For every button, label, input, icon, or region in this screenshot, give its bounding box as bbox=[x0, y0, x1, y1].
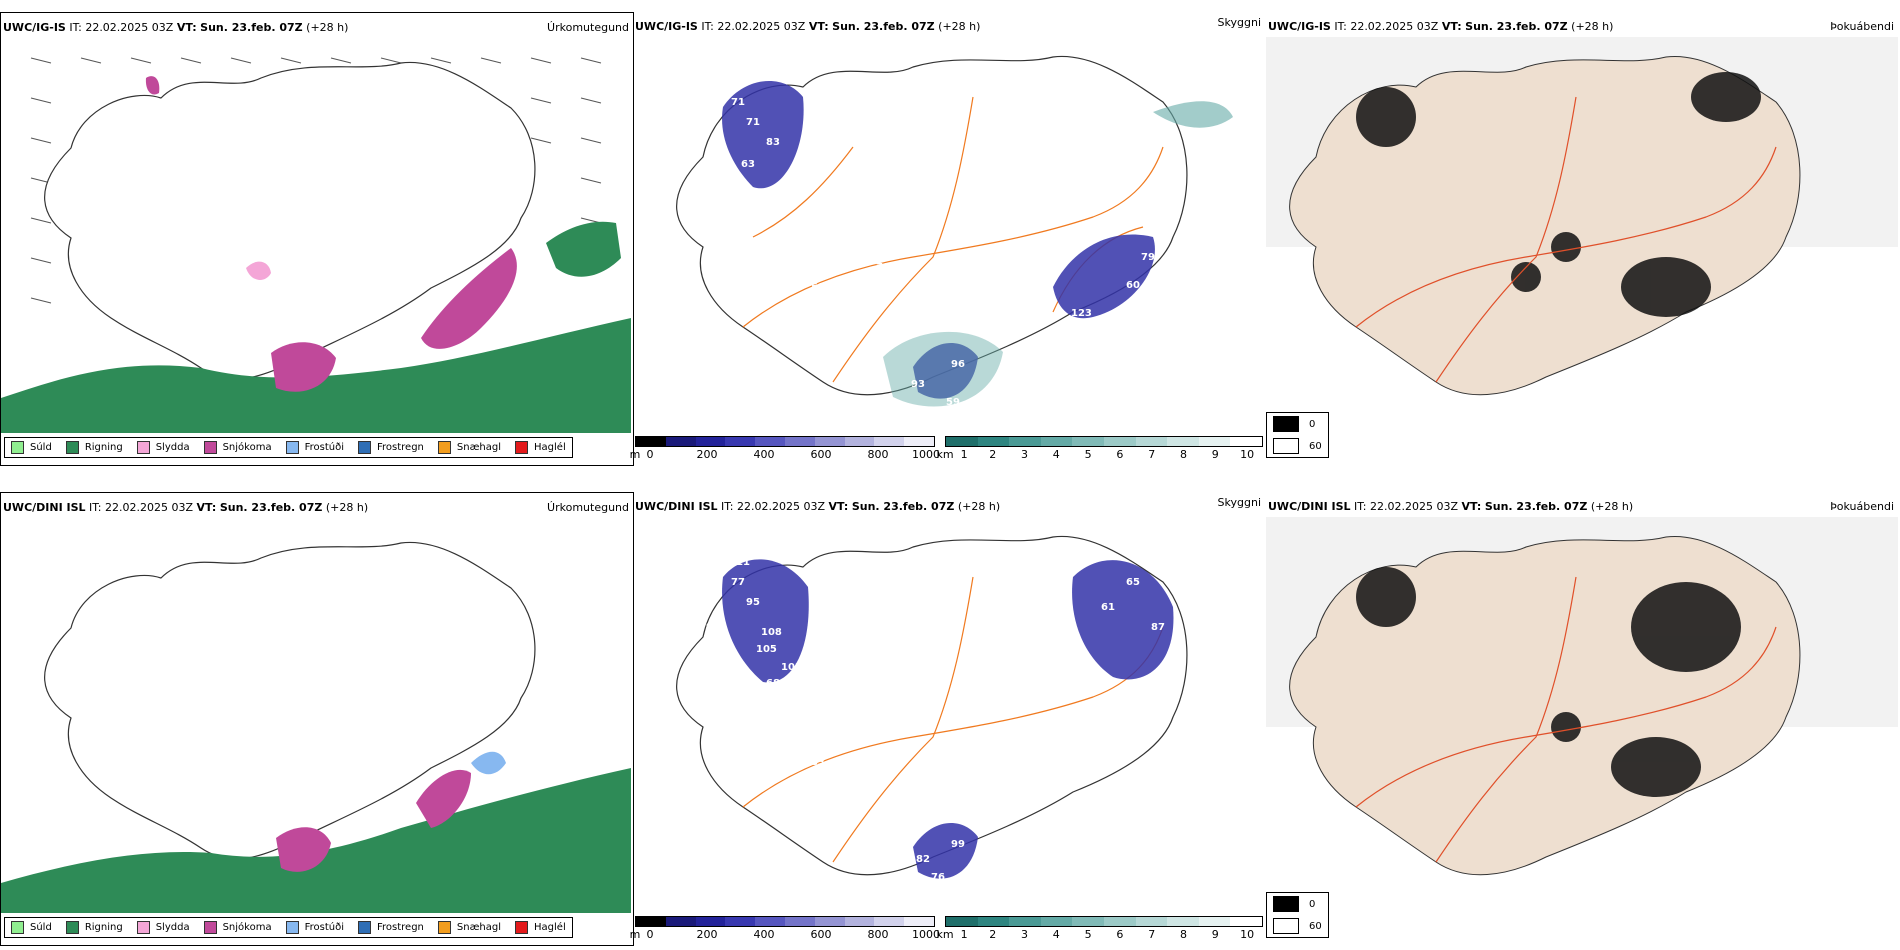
iceland-outline bbox=[44, 541, 536, 860]
legend-swatch bbox=[358, 441, 371, 454]
header-1: UWC/IG-IS IT: 22.02.2025 03Z VT: Sun. 23… bbox=[3, 21, 348, 34]
legend-item: Frostregn bbox=[358, 441, 424, 454]
legend-item: Haglél bbox=[515, 441, 566, 454]
fog-legend-2: 0 60 bbox=[1266, 892, 1329, 938]
snow-area-1 bbox=[271, 342, 336, 392]
rain-area-east bbox=[546, 221, 621, 277]
precip-legend-1: Súld Rigning Slydda Snjókoma Frostúði Fr… bbox=[4, 437, 573, 458]
fog-road-network bbox=[1355, 576, 1777, 863]
legend-item: Súld bbox=[11, 441, 52, 454]
legend-item: Frostúði bbox=[285, 441, 344, 454]
fog-road-network bbox=[1355, 96, 1777, 383]
low-ceiling-nw bbox=[722, 80, 804, 189]
fog-dark-areas bbox=[1356, 72, 1761, 317]
precip-type-panel-1: UWC/IG-IS IT: 22.02.2025 03Z VT: Sun. 23… bbox=[0, 12, 634, 466]
rain-area-south bbox=[1, 768, 631, 913]
rain-area-south bbox=[1, 318, 631, 433]
row-1: UWC/IG-IS IT: 22.02.2025 03Z VT: Sun. 23… bbox=[0, 0, 1900, 470]
valid-label: VT: bbox=[176, 21, 197, 34]
visibility-ne bbox=[1153, 101, 1233, 128]
low-ceiling-ne bbox=[1072, 560, 1174, 680]
visibility-colorbar-2: km 1 2 3 4 5 6 7 8 9 10 bbox=[936, 916, 1263, 942]
header-2c: UWC/DINI ISL IT: 22.02.2025 03Z VT: Sun.… bbox=[1268, 500, 1634, 513]
fog-map-2 bbox=[1266, 517, 1898, 876]
fog-legend-item: 0 bbox=[1267, 413, 1328, 435]
legend-item: Rigning bbox=[65, 441, 123, 454]
low-ceiling-nw bbox=[722, 559, 809, 683]
fog-legend-item: 60 bbox=[1267, 435, 1328, 457]
visibility-s bbox=[883, 331, 1003, 407]
row-2: UWC/DINI ISL IT: 22.02.2025 03Z VT: Sun.… bbox=[0, 480, 1900, 950]
precip-type-panel-2: UWC/DINI ISL IT: 22.02.2025 03Z VT: Sun.… bbox=[0, 492, 634, 946]
panel-title-precip-2: Úrkomutegund bbox=[547, 501, 629, 514]
fog-legend-1: 0 60 bbox=[1266, 412, 1329, 458]
fog-panel-2: UWC/DINI ISL IT: 22.02.2025 03Z VT: Sun.… bbox=[1266, 492, 1898, 947]
panel-title-fog: Þokuábendi bbox=[1830, 20, 1894, 33]
precip-legend-2: Súld Rigning Slydda Snjókoma Frostúði Fr… bbox=[4, 917, 573, 938]
header-2: UWC/DINI ISL IT: 22.02.2025 03Z VT: Sun.… bbox=[3, 501, 369, 514]
fog-map-1 bbox=[1266, 37, 1898, 396]
low-ceiling-se bbox=[1053, 234, 1155, 319]
ceiling-colorbar-cells bbox=[635, 436, 935, 447]
model-name: UWC/IG-IS bbox=[3, 21, 66, 34]
low-ceiling-s bbox=[913, 343, 978, 399]
freezing-drizzle bbox=[471, 751, 506, 775]
legend-swatch bbox=[285, 441, 299, 454]
legend-swatch bbox=[65, 441, 79, 454]
legend-swatch bbox=[203, 441, 217, 454]
valid-time: Sun. 23.feb. 07Z bbox=[200, 21, 303, 34]
fog-panel-1: UWC/IG-IS IT: 22.02.2025 03Z VT: Sun. 23… bbox=[1266, 12, 1898, 467]
header-2b: UWC/DINI ISL IT: 22.02.2025 03Z VT: Sun.… bbox=[635, 500, 1001, 513]
header-1b: UWC/IG-IS IT: 22.02.2025 03Z VT: Sun. 23… bbox=[635, 20, 981, 33]
panel-title-ceiling: Skyggni bbox=[1217, 16, 1261, 29]
legend-item: Snæhagl bbox=[437, 441, 501, 454]
snow-area-north bbox=[145, 76, 160, 95]
header-1c: UWC/IG-IS IT: 22.02.2025 03Z VT: Sun. 23… bbox=[1268, 20, 1614, 33]
ceiling-map-2 bbox=[676, 535, 1188, 879]
legend-swatch bbox=[437, 441, 451, 454]
precip-map-2 bbox=[1, 541, 631, 913]
snow-area-1 bbox=[276, 827, 331, 872]
snow-area-2 bbox=[416, 769, 471, 828]
legend-item: Slydda bbox=[136, 441, 190, 454]
snow-area-2 bbox=[421, 248, 517, 349]
iceland-outline bbox=[676, 55, 1188, 396]
ceiling-colorbar-2: m 0 200 400 600 800 1000 bbox=[630, 916, 940, 942]
legend-swatch bbox=[136, 441, 150, 454]
visibility-colorbar-1: km 1 2 3 4 5 6 7 8 9 10 bbox=[936, 436, 1263, 462]
ceiling-panel-2: UWC/DINI ISL IT: 22.02.2025 03Z VT: Sun.… bbox=[630, 492, 1265, 947]
panel-title-precip: Úrkomutegund bbox=[547, 21, 629, 34]
legend-item: Snjókoma bbox=[203, 441, 272, 454]
legend-swatch bbox=[11, 441, 24, 454]
lead-time: (+28 h) bbox=[306, 21, 349, 34]
fog-dark-areas bbox=[1356, 567, 1741, 797]
init-time: IT: 22.02.2025 03Z bbox=[69, 21, 174, 34]
panel-title-ceiling-2: Skyggni bbox=[1217, 496, 1261, 509]
panel-title-fog-2: Þokuábendi bbox=[1830, 500, 1894, 513]
sleet-area bbox=[246, 261, 271, 280]
ceiling-map-1 bbox=[676, 55, 1233, 407]
low-ceiling-s bbox=[913, 823, 978, 879]
ceiling-panel-1: UWC/IG-IS IT: 22.02.2025 03Z VT: Sun. 23… bbox=[630, 12, 1265, 467]
ceiling-colorbar-1: m 0 200 400 600 800 1000 bbox=[630, 436, 940, 462]
precip-map-1 bbox=[1, 57, 631, 433]
legend-swatch bbox=[515, 441, 529, 454]
iceland-outline bbox=[44, 61, 536, 380]
